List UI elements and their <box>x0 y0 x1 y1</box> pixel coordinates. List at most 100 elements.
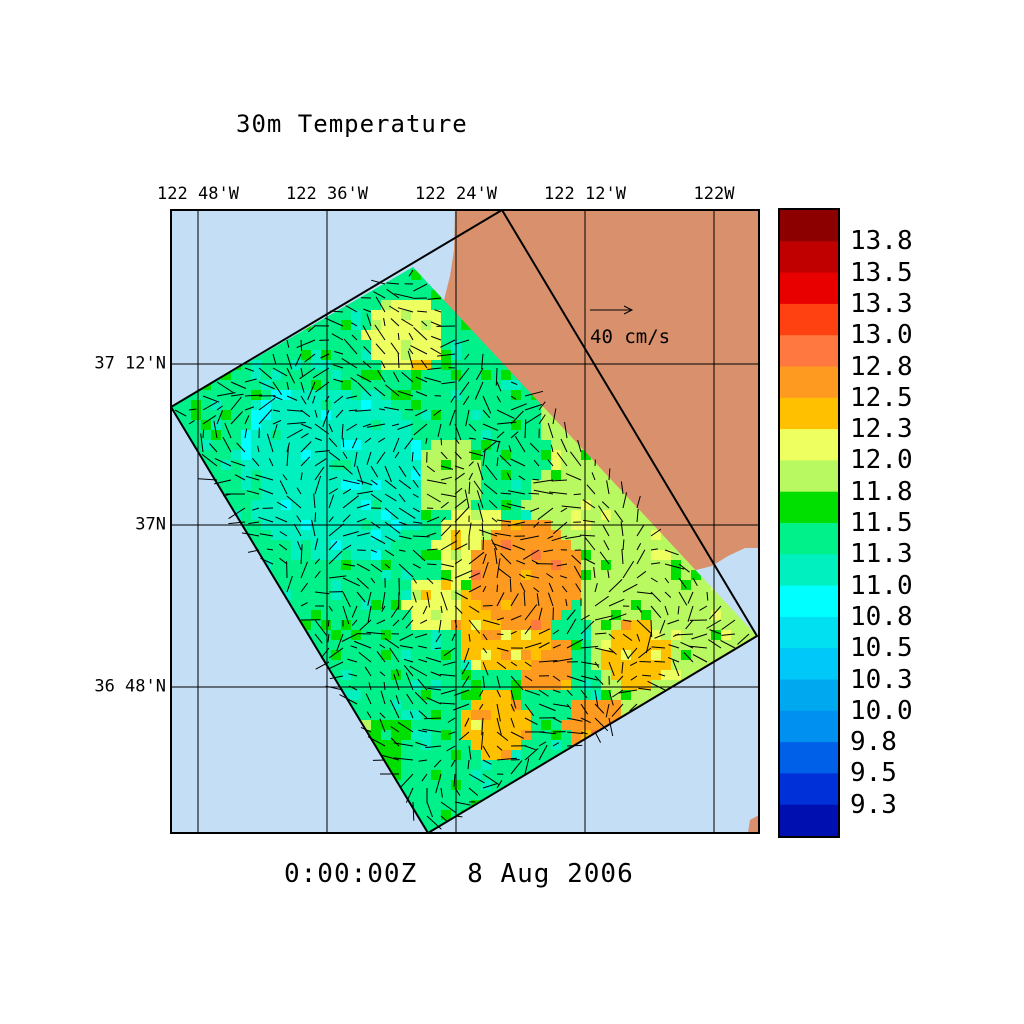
temperature-cell <box>321 610 332 621</box>
current-vector <box>510 615 522 621</box>
current-vector <box>412 493 419 498</box>
temperature-cell <box>471 390 482 401</box>
temperature-cell <box>361 610 372 621</box>
temperature-cell <box>341 660 352 671</box>
temperature-cell <box>491 620 502 631</box>
temperature-cell <box>461 640 472 651</box>
temperature-cell <box>201 390 212 401</box>
current-vector <box>370 493 383 503</box>
colorbar-swatch <box>780 804 838 837</box>
current-vector <box>426 516 440 523</box>
current-vector <box>510 593 519 607</box>
current-vector <box>439 702 456 705</box>
temperature-cell <box>201 440 212 451</box>
current-vector <box>482 536 484 551</box>
temperature-cell <box>321 600 332 611</box>
current-vector <box>606 480 610 495</box>
current-vector <box>482 553 487 565</box>
current-vector <box>496 519 512 523</box>
temperature-cell <box>461 680 472 691</box>
current-vector <box>300 381 305 393</box>
current-vector <box>538 607 543 621</box>
current-vector <box>481 717 484 736</box>
temperature-cell <box>441 360 452 371</box>
current-vector <box>380 360 386 369</box>
current-vector <box>342 544 352 551</box>
temperature-cell <box>541 530 552 541</box>
temperature-cell <box>481 600 492 611</box>
temperature-cell <box>431 820 442 831</box>
temperature-cell <box>531 760 542 771</box>
temperature-cell <box>591 580 602 591</box>
current-vector <box>618 689 638 694</box>
current-vector <box>224 423 232 439</box>
temperature-cell <box>361 680 372 691</box>
temperature-cell <box>441 440 452 451</box>
current-vector <box>482 759 492 765</box>
temperature-cell <box>411 320 422 331</box>
temperature-cell <box>611 490 622 501</box>
temperature-cell <box>371 370 382 381</box>
temperature-cell <box>571 620 582 631</box>
temperature-cell <box>381 600 392 611</box>
temperature-cell <box>331 480 342 491</box>
temperature-cell <box>611 660 622 671</box>
temperature-cell <box>411 430 422 441</box>
temperature-cell <box>341 320 352 331</box>
temperature-cell <box>361 310 372 321</box>
current-vector <box>342 605 350 625</box>
current-vector <box>279 557 288 565</box>
temperature-cell <box>681 580 692 591</box>
temperature-cell <box>381 420 392 431</box>
current-vector <box>426 563 437 566</box>
current-vector <box>439 673 456 677</box>
temperature-cell <box>491 670 502 681</box>
current-vector <box>244 406 254 411</box>
temperature-cell <box>371 550 382 561</box>
temperature-cell <box>371 510 382 521</box>
temperature-cell <box>501 690 512 701</box>
temperature-cell <box>621 700 632 711</box>
current-vector <box>629 661 638 667</box>
temperature-cell <box>291 470 302 481</box>
temperature-cell <box>551 690 562 701</box>
temperature-cell <box>371 740 382 751</box>
temperature-cell <box>301 370 312 381</box>
temperature-cell <box>421 810 432 821</box>
temperature-cell <box>261 370 272 381</box>
temperature-cell <box>201 450 212 461</box>
current-vector <box>664 577 670 584</box>
current-vector <box>468 472 474 481</box>
temperature-cell <box>251 360 262 371</box>
temperature-cell <box>251 510 262 521</box>
temperature-cell <box>511 680 522 691</box>
temperature-cell <box>521 750 532 761</box>
temperature-cell <box>561 450 572 461</box>
temperature-cell <box>331 450 342 461</box>
temperature-cell <box>381 720 392 731</box>
current-vector <box>636 524 645 537</box>
temperature-cell <box>611 650 622 661</box>
temperature-cell <box>611 690 622 701</box>
temperature-cell <box>471 350 482 361</box>
temperature-cell <box>381 470 392 481</box>
current-vector <box>594 595 609 607</box>
temperature-cell <box>221 430 232 441</box>
current-vector <box>379 718 386 733</box>
temperature-cell <box>471 630 482 641</box>
temperature-cell <box>391 530 402 541</box>
temperature-cell <box>461 590 472 601</box>
current-vector <box>392 371 400 383</box>
temperature-cell <box>471 610 482 621</box>
temperature-cell <box>411 720 422 731</box>
current-vector <box>524 703 535 717</box>
temperature-cell <box>401 620 412 631</box>
temperature-cell <box>631 540 642 551</box>
temperature-cell <box>501 420 512 431</box>
temperature-cell <box>471 440 482 451</box>
temperature-cell <box>561 710 572 721</box>
current-vector <box>378 437 386 443</box>
temperature-cell <box>261 460 272 471</box>
current-vector <box>508 490 526 495</box>
temperature-cell <box>251 430 262 441</box>
